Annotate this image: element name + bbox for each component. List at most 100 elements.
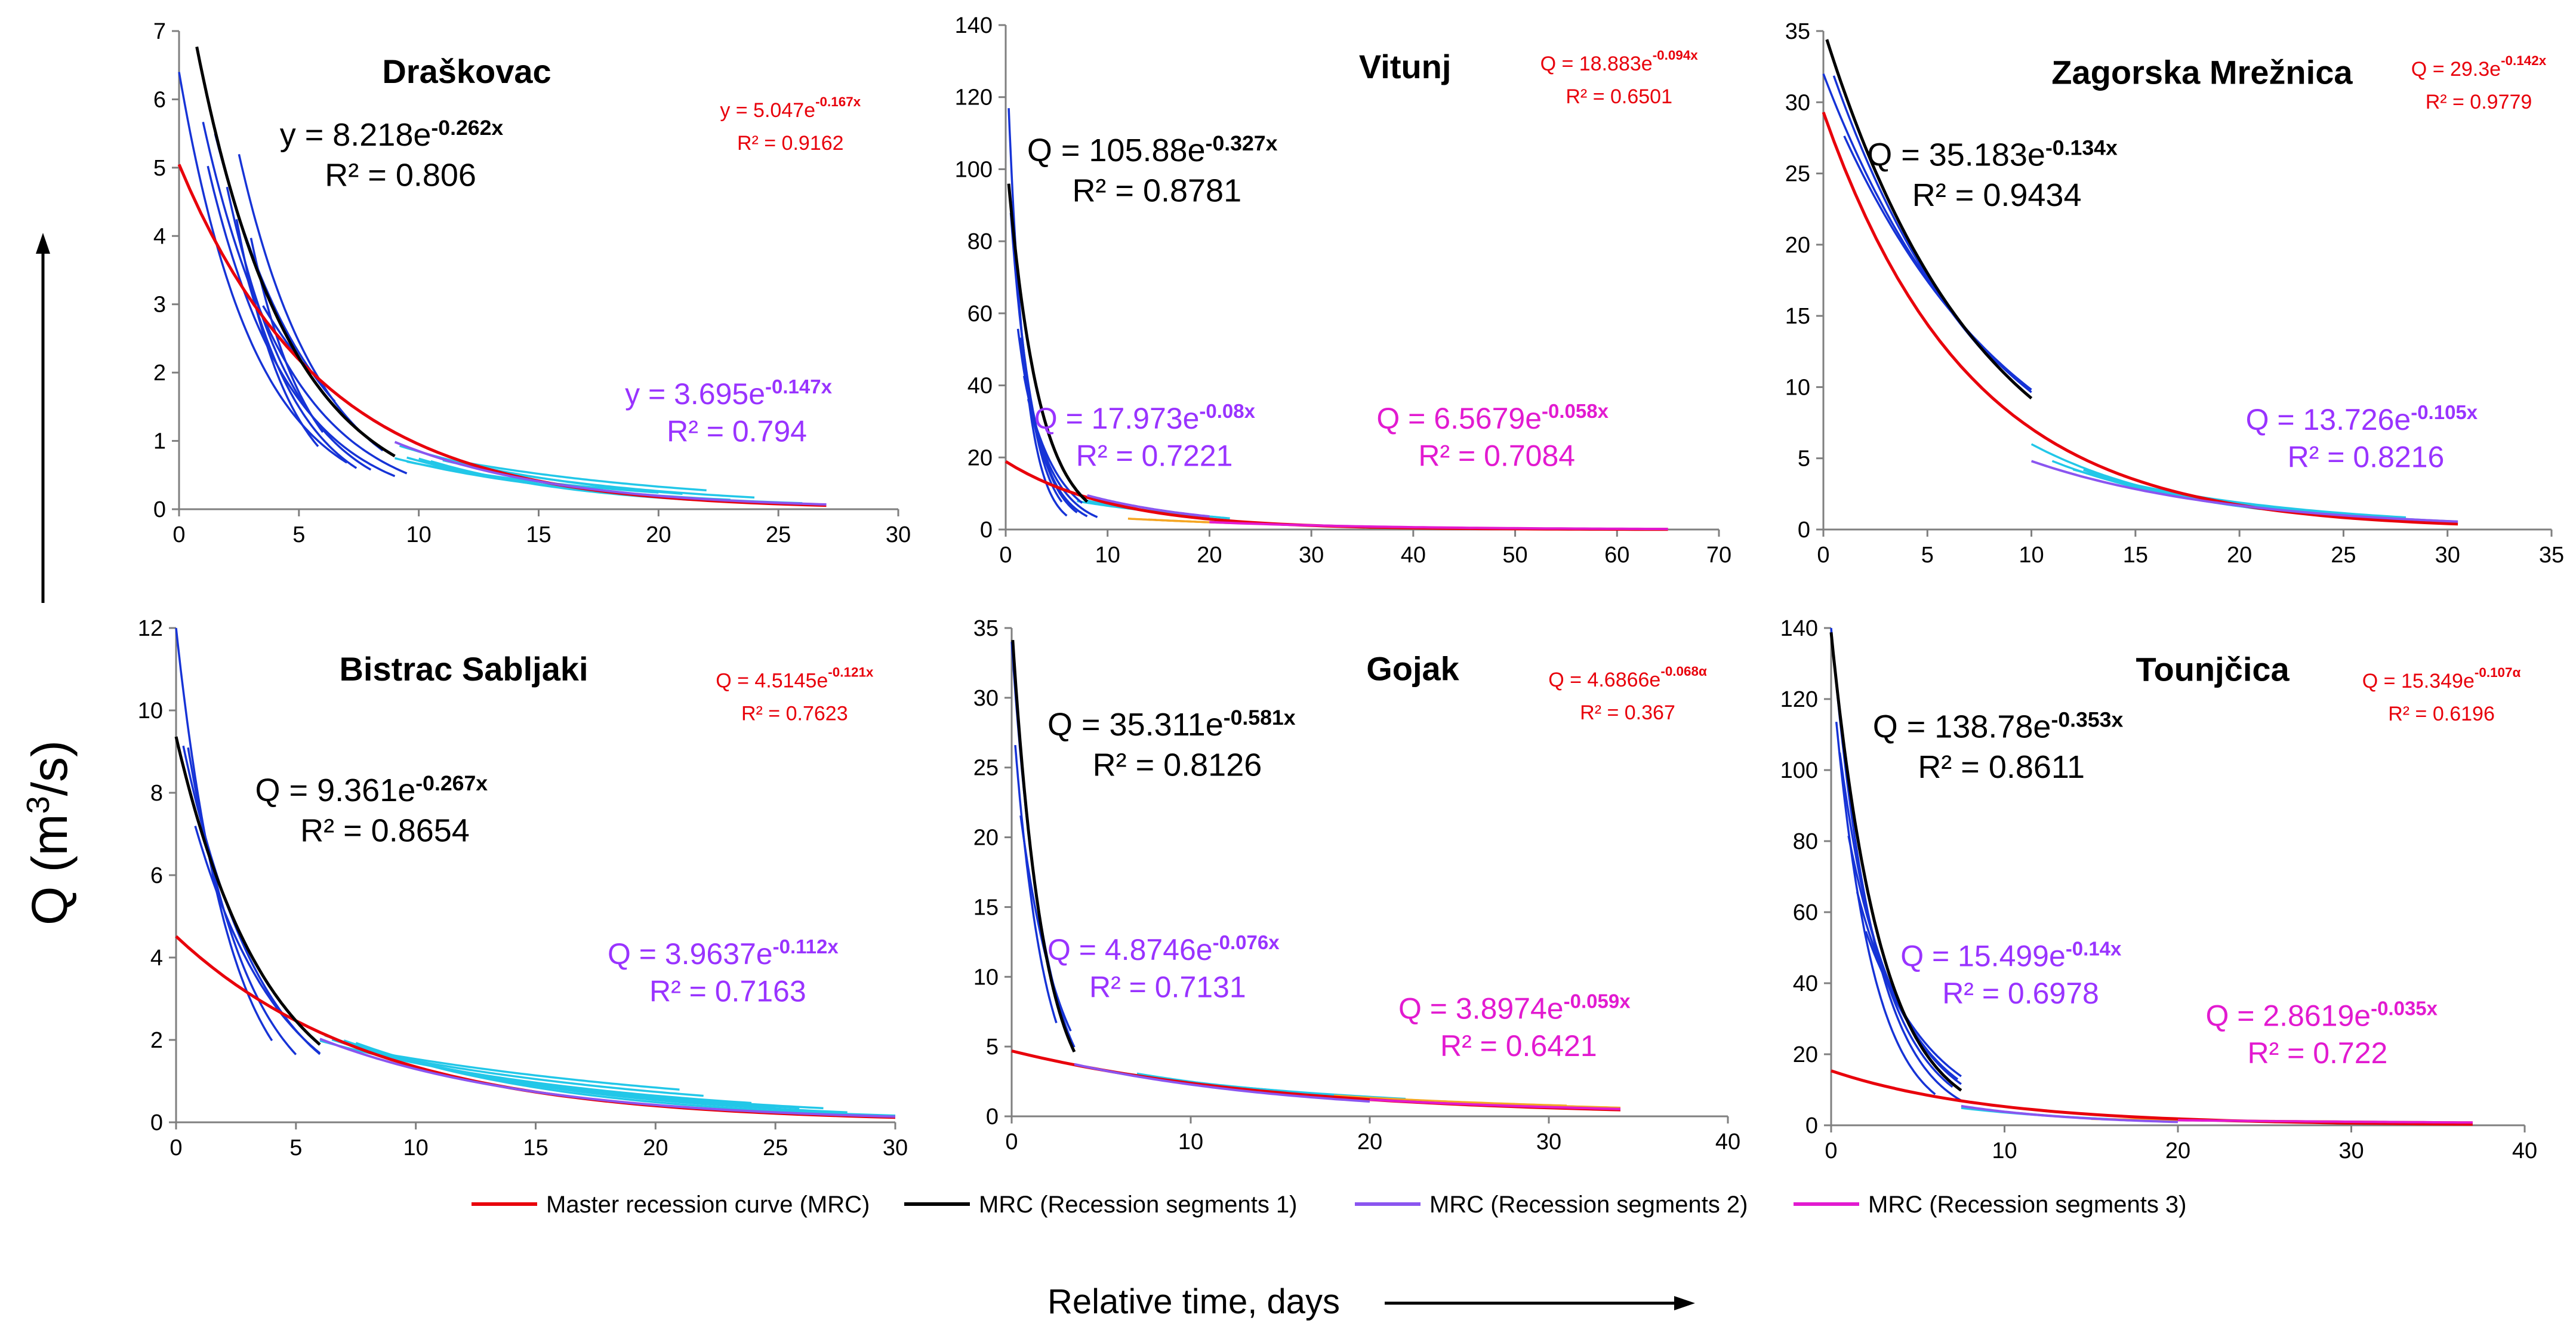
panel-6: 0 10 20 30 40 0 20 40 60 80 100 120 140 Tounjčica Q = …: [1780, 616, 2538, 1163]
mrc-segment-1-equation-exponent: -0.327x: [1206, 131, 1278, 155]
y-tick-label: 25: [973, 756, 999, 781]
master-equation-exponent: -0.094x: [1653, 48, 1699, 63]
y-tick-label: 20: [1793, 1042, 1818, 1067]
y-tick-label: 10: [1785, 375, 1810, 400]
y-tick-label: 12: [138, 616, 163, 641]
mrc-segment-2-equation: Q = 15.499e-0.14x: [1900, 937, 2122, 972]
master-r2: R² = 0.9162: [737, 132, 844, 155]
recession-segment-1-line: [194, 826, 321, 1054]
panel-4: 0 5 10 15 20 25 30 0 2 4 6 8 10 12 Bistrac Sabljaki Q =…: [138, 616, 908, 1161]
mrc-segment-1-curve: [1011, 640, 1076, 1053]
y-tick-label: 120: [955, 85, 993, 110]
y-tick-label: 7: [153, 19, 166, 44]
legend-label: MRC (Recession segments 3): [1868, 1192, 2187, 1218]
recession-segment-1-line: [1865, 931, 1962, 1078]
mrc-segment-1-curve: [1825, 39, 2033, 400]
x-tick-label: 0: [1005, 1129, 1018, 1155]
mrc-segment-1-curve: [195, 46, 396, 458]
y-tick-label: 3: [153, 293, 166, 318]
master-equation-base: Q = 29.3e: [2411, 58, 2501, 81]
y-axis-label-main: Q (m: [21, 814, 78, 925]
x-tick-label: 0: [170, 1135, 182, 1161]
mrc-segment-2-equation: Q = 3.9637e-0.112x: [608, 935, 839, 971]
x-tick-label: 30: [1299, 543, 1324, 568]
recession-segment-2-line: [331, 1038, 800, 1109]
recession-segment-1-line: [207, 165, 396, 478]
mrc-segment-1-curve: [1007, 183, 1089, 503]
mrc-segment-3-equation: Q = 3.8974e-0.059x: [1398, 990, 1631, 1025]
mrc-segment-3-equation-exponent: -0.058x: [1542, 400, 1609, 422]
master-equation-exponent: -0.068α: [1660, 664, 1707, 679]
mrc-segment-3-equation: Q = 2.8619e-0.035x: [2205, 997, 2438, 1032]
x-tick-label: 10: [406, 522, 432, 547]
mrc-segment-3-equation: Q = 6.5679e-0.058x: [1376, 400, 1609, 435]
master-r2: R² = 0.6501: [1566, 85, 1672, 108]
recession-segment-1-line: [1019, 337, 1076, 510]
x-axis-arrow-head: [1674, 1296, 1695, 1310]
mrc-segment-3-equation-exponent: -0.059x: [1564, 990, 1631, 1012]
recession-segment-2-line: [324, 1034, 776, 1109]
x-tick-label: 35: [2539, 543, 2564, 568]
x-tick-label: 40: [1715, 1129, 1740, 1155]
master-equation: y = 5.047e-0.167x: [720, 94, 861, 122]
recession-segment-2-line: [355, 1042, 896, 1117]
y-tick-label: 4: [153, 224, 166, 249]
x-tick-label: 25: [763, 1135, 788, 1161]
y-axis-arrow-head: [36, 233, 50, 254]
recession-segment-2-line: [2030, 443, 2261, 510]
master-equation-exponent: -0.167x: [815, 94, 861, 109]
y-tick-label: 40: [967, 374, 993, 399]
mrc-segment-1-curve: [174, 736, 321, 1046]
recession-segment-1-line: [1843, 136, 2032, 391]
mrc-segment-1-equation-exponent: -0.581x: [1224, 706, 1296, 729]
recession-segment-1-line: [1019, 815, 1072, 1032]
y-tick-label: 35: [1785, 19, 1810, 44]
x-tick-label: 70: [1706, 543, 1731, 568]
x-tick-label: 5: [292, 522, 305, 547]
mrc-segment-1-equation: Q = 138.78e-0.353x: [1873, 707, 2124, 744]
mrc-segment-2-equation-exponent: -0.14x: [2066, 937, 2122, 959]
recession-segment-2-line: [367, 1051, 704, 1097]
x-tick-label: 30: [883, 1135, 908, 1161]
x-tick-label: 15: [523, 1135, 548, 1161]
legend-label: MRC (Recession segments 2): [1429, 1192, 1748, 1218]
mrc-segment-1-r2: R² = 0.8611: [1918, 749, 2085, 785]
x-tick-label: 10: [403, 1135, 429, 1161]
legend-label: Master recession curve (MRC): [546, 1192, 870, 1218]
x-tick-label: 20: [1197, 543, 1222, 568]
recession-segment-1-line: [226, 186, 372, 471]
mrc-segment-1-equation: Q = 35.183e-0.134x: [1867, 136, 2118, 173]
mrc-segment-2-curve: [1961, 1104, 2178, 1123]
mrc-segment-1-equation-exponent: -0.267x: [415, 771, 488, 795]
mrc-segment-1-curve: [1829, 632, 1962, 1092]
mrc-segment-2-r2: R² = 0.8216: [2288, 441, 2445, 474]
mrc-segment-2-equation-exponent: -0.105x: [2411, 401, 2478, 423]
y-tick-label: 10: [138, 698, 163, 724]
master-r2: R² = 0.7623: [741, 702, 848, 725]
y-tick-label: 0: [150, 1110, 163, 1135]
x-tick-label: 10: [1178, 1129, 1203, 1155]
legend-item-2: MRC (Recession segments 1): [904, 1192, 1298, 1218]
y-tick-label: 0: [1805, 1113, 1818, 1138]
recession-segment-1-line: [245, 273, 358, 469]
mrc-segment-3-r2: R² = 0.7084: [1418, 439, 1575, 473]
master-equation: Q = 15.349e-0.107α: [2362, 665, 2521, 692]
master-equation: Q = 18.883e-0.094x: [1540, 48, 1699, 75]
mrc-segment-2-equation-base: Q = 17.973e: [1034, 402, 1200, 435]
mrc-segment-3-curve: [1209, 521, 1668, 531]
y-tick-label: 6: [150, 863, 163, 888]
x-tick-label: 50: [1502, 543, 1527, 568]
master-equation-base: Q = 18.883e: [1540, 53, 1653, 75]
recession-segment-1-line: [1838, 752, 1953, 1088]
master-equation: Q = 4.5145e-0.121x: [716, 664, 874, 692]
mrc-segment-1-equation: Q = 35.311e-0.581x: [1047, 706, 1296, 743]
mrc-segment-3-curve: [1369, 1098, 1621, 1110]
mrc-segment-3-r2: R² = 0.6421: [1440, 1029, 1597, 1063]
recession-segment-1-line: [1012, 239, 1063, 503]
recession-segment-2-line: [392, 1054, 680, 1091]
legend-item-4: MRC (Recession segments 3): [1794, 1192, 2187, 1218]
recession-segment-1-line: [187, 747, 297, 1055]
y-tick-label: 0: [153, 497, 166, 522]
recession-segment-1-line: [202, 122, 408, 475]
